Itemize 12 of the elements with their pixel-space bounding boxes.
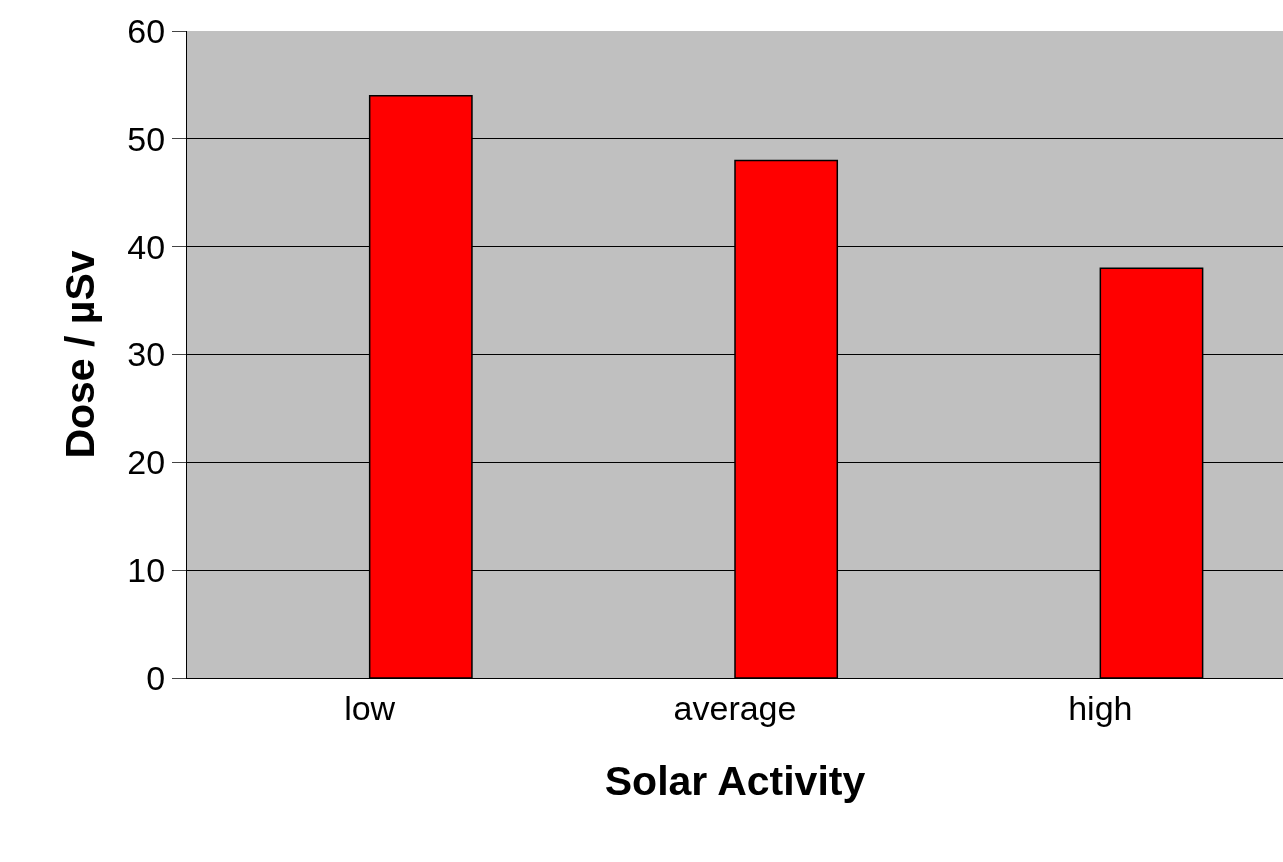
x-axis-title: Solar Activity	[604, 758, 866, 804]
y-tick-label: 0	[146, 658, 166, 697]
x-tick-label: high	[1068, 688, 1133, 727]
y-axis-title: Dose / µSv	[56, 250, 103, 459]
y-tick-label: 50	[127, 119, 166, 158]
y-tick-label: 60	[127, 11, 166, 50]
y-tick-label: 10	[127, 551, 166, 590]
y-tick-label: 30	[127, 335, 166, 374]
y-tick-label: 40	[127, 227, 166, 266]
x-tick-label: low	[344, 688, 396, 727]
y-tick-label: 20	[127, 443, 166, 482]
x-tick-label: average	[673, 688, 797, 727]
